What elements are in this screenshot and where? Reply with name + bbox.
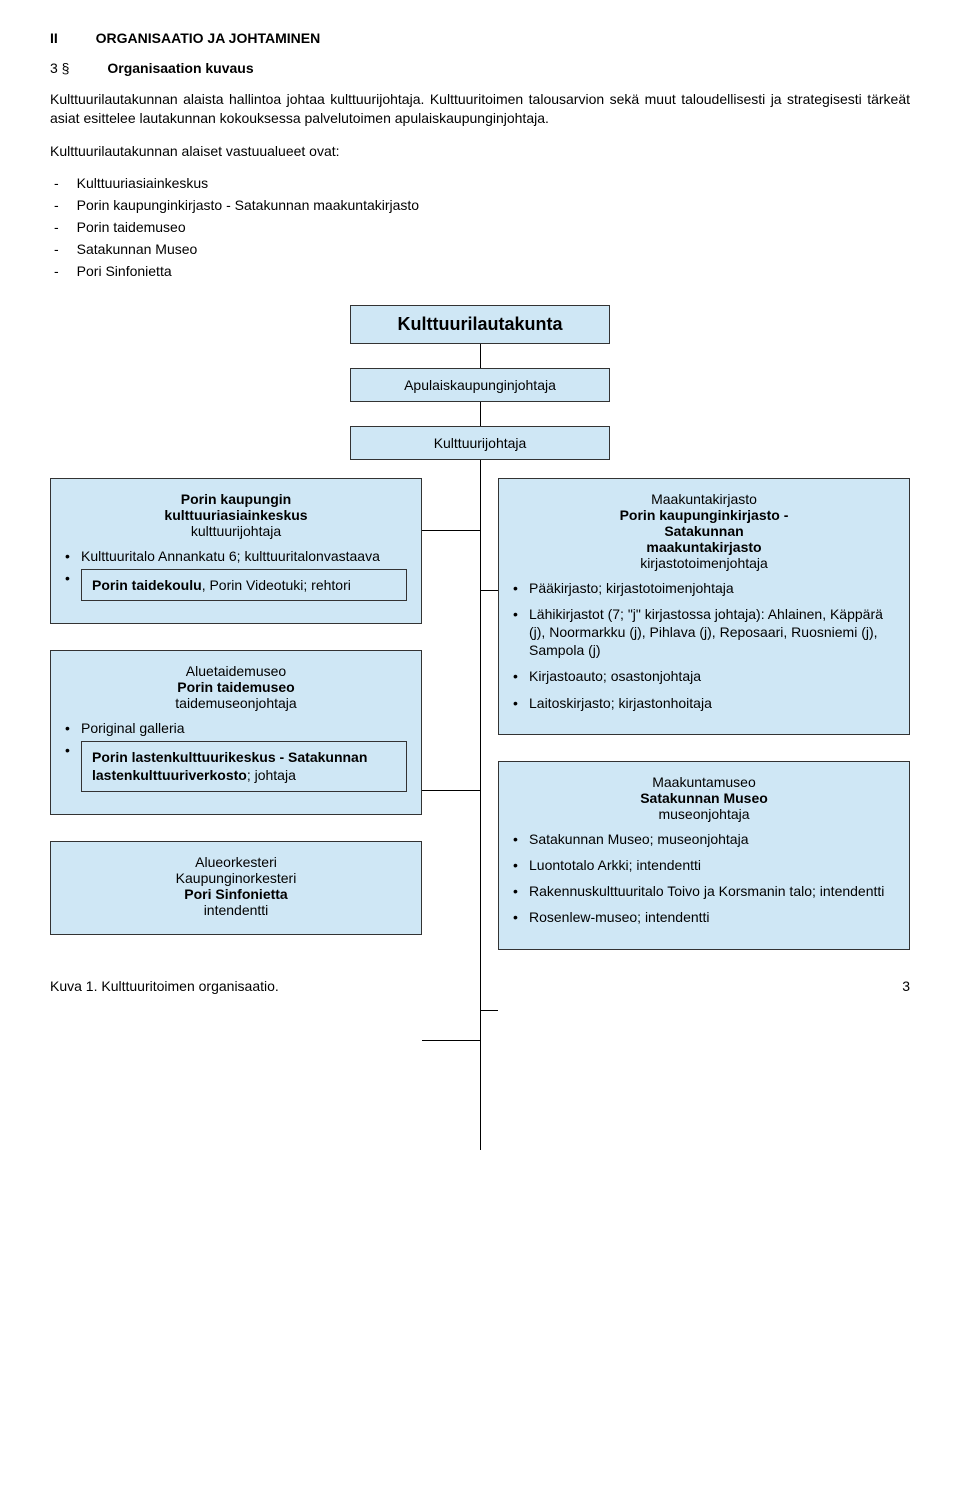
card-bullet: Rosenlew-museo; intendentti [513, 908, 895, 926]
card-taidemuseo: Aluetaidemuseo Porin taidemuseo taidemus… [50, 650, 422, 815]
card-title-line: Satakunnan Museo [513, 790, 895, 806]
card-title-line: Porin kaupunginkirjasto - [513, 507, 895, 523]
card-subtitle: kirjastotoimenjohtaja [513, 555, 895, 571]
card-title-line: Satakunnan [513, 523, 895, 539]
inner-box-label: Porin lastenkulttuurikeskus - Satakunnan… [92, 749, 367, 783]
card-subtitle: taidemuseonjohtaja [65, 695, 407, 711]
card-pretitle: Maakuntamuseo [513, 774, 895, 790]
section-number: 3 § [50, 60, 69, 76]
card-bullet: Luontotalo Arkki; intendentti [513, 856, 895, 874]
section-heading: 3 § Organisaation kuvaus [50, 60, 910, 76]
inner-box-text: ; johtaja [247, 767, 296, 783]
card-bullet: Porin taidekoulu, Porin Videotuki; rehto… [65, 569, 407, 601]
card-pretitle: Aluetaidemuseo [65, 663, 407, 679]
card-pretitle: Maakuntakirjasto [513, 491, 895, 507]
list-item: Satakunnan Museo [50, 241, 910, 257]
card-pretitle: Kaupunginorkesteri [65, 870, 407, 886]
list-item: Kulttuuriasiainkeskus [50, 175, 910, 191]
card-bullet: Poriginal galleria [65, 719, 407, 737]
figure-caption: Kuva 1. Kulttuuritoimen organisaatio. [50, 978, 279, 994]
list-item: Porin kaupunginkirjasto - Satakunnan maa… [50, 197, 910, 213]
card-bullet: Kirjastoauto; osastonjohtaja [513, 667, 895, 685]
section-title: Organisaation kuvaus [107, 60, 253, 76]
node-apulaiskaupunginjohtaja: Apulaiskaupunginjohtaja [350, 368, 610, 402]
card-bullet: Lähikirjastot (7; "j" kirjastossa johtaj… [513, 605, 895, 660]
card-subtitle: kulttuurijohtaja [65, 523, 407, 539]
list-item: Porin taidemuseo [50, 219, 910, 235]
card-subtitle: museonjohtaja [513, 806, 895, 822]
card-satakunnan-museo: Maakuntamuseo Satakunnan Museo museonjoh… [498, 761, 910, 950]
page-number: 3 [902, 978, 910, 994]
list-item: Pori Sinfonietta [50, 263, 910, 279]
card-bullet: Porin lastenkulttuurikeskus - Satakunnan… [65, 741, 407, 791]
card-subtitle: intendentti [65, 902, 407, 918]
inner-box-text: , Porin Videotuki; rehtori [202, 577, 351, 593]
card-bullet: Rakennuskulttuuritalo Toivo ja Korsmanin… [513, 882, 895, 900]
intro-paragraph-2: Kulttuurilautakunnan alaiset vastuualuee… [50, 142, 910, 161]
card-title-line: Porin taidemuseo [65, 679, 407, 695]
card-pretitle: Alueorkesteri [65, 854, 407, 870]
left-column: Porin kaupungin kulttuuriasiainkeskus ku… [50, 478, 480, 950]
card-bullet: Laitoskirjasto; kirjastonhoitaja [513, 694, 895, 712]
heading-title: ORGANISAATIO JA JOHTAMINEN [96, 30, 321, 46]
card-kulttuuriasiainkeskus: Porin kaupungin kulttuuriasiainkeskus ku… [50, 478, 422, 624]
intro-paragraph-1: Kulttuurilautakunnan alaista hallintoa j… [50, 90, 910, 128]
card-bullet: Kulttuuritalo Annankatu 6; kulttuuritalo… [65, 547, 407, 565]
card-kirjasto: Maakuntakirjasto Porin kaupunginkirjasto… [498, 478, 910, 735]
right-column: Maakuntakirjasto Porin kaupunginkirjasto… [480, 478, 910, 950]
heading-roman: II [50, 30, 58, 46]
org-chain: Kulttuurilautakunta Apulaiskaupunginjoht… [50, 305, 910, 460]
responsibility-list: Kulttuuriasiainkeskus Porin kaupunginkir… [50, 175, 910, 279]
org-columns: Porin kaupungin kulttuuriasiainkeskus ku… [50, 478, 910, 950]
inner-box-label: Porin taidekoulu [92, 577, 202, 593]
card-title-line: kulttuuriasiainkeskus [65, 507, 407, 523]
connector-spine [480, 460, 481, 950]
card-sinfonietta: Alueorkesteri Kaupunginorkesteri Pori Si… [50, 841, 422, 935]
page-heading: II ORGANISAATIO JA JOHTAMINEN [50, 30, 910, 46]
node-kulttuurilautakunta: Kulttuurilautakunta [350, 305, 610, 344]
node-kulttuurijohtaja: Kulttuurijohtaja [350, 426, 610, 460]
card-bullet: Satakunnan Museo; museonjohtaja [513, 830, 895, 848]
card-title-line: maakuntakirjasto [513, 539, 895, 555]
card-title-line: Porin kaupungin [65, 491, 407, 507]
card-bullet: Pääkirjasto; kirjastotoimenjohtaja [513, 579, 895, 597]
card-title-line: Pori Sinfonietta [65, 886, 407, 902]
